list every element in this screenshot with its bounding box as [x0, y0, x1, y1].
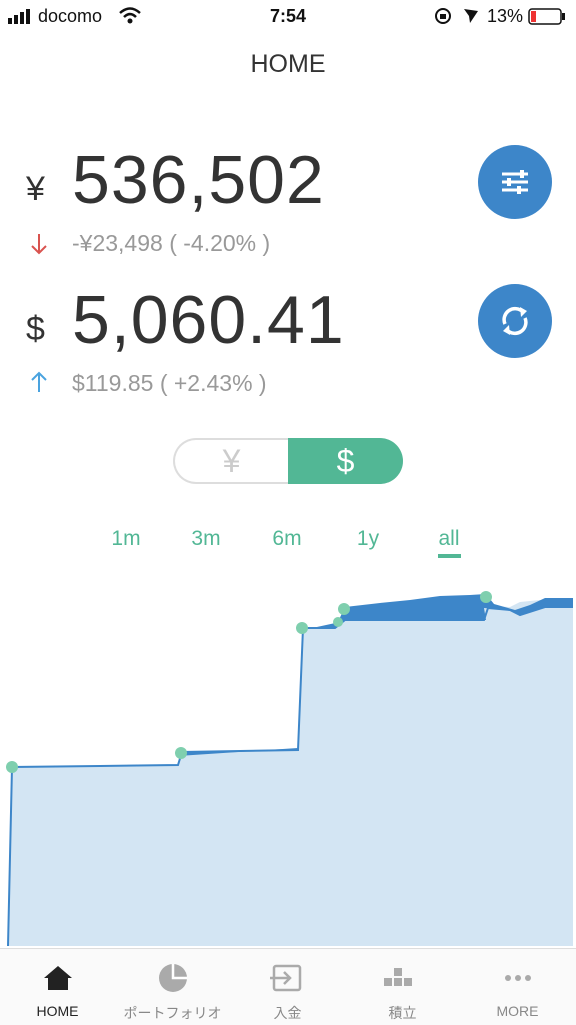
tab-savings[interactable]: 積立 [388, 1005, 417, 1021]
period-underline [438, 554, 461, 558]
balance-change: -¥23,498 ( -4.20% ) [72, 230, 271, 256]
balance-amount: 536,502 [72, 142, 325, 218]
chart-markers [6, 591, 492, 773]
chart-band [303, 594, 573, 630]
tab-icons [44, 964, 531, 992]
settings-icon [502, 170, 528, 194]
tab-portfolio[interactable]: ポートフォリオ [123, 1005, 222, 1021]
period-tab[interactable]: all [438, 527, 460, 550]
refresh-icon [502, 306, 528, 336]
up-arrow [31, 371, 47, 392]
period-tab[interactable]: 1m [111, 527, 141, 550]
tab-bar [0, 948, 576, 1025]
currency-symbol: $ [26, 310, 45, 348]
carrier: docomo [38, 6, 103, 26]
signal-icon [8, 9, 30, 24]
battery-percent: 13% [487, 6, 524, 26]
period-tab[interactable]: 6m [272, 527, 302, 550]
currency-toggle-yen[interactable]: ¥ [173, 438, 288, 484]
chart-band [178, 748, 298, 756]
tab-deposit[interactable]: 入金 [273, 1005, 302, 1021]
header-title: HOME [250, 50, 326, 78]
refresh-button[interactable] [478, 284, 552, 358]
currency-toggle-dollar[interactable]: $ [288, 438, 403, 484]
balance-amount: 5,060.41 [72, 282, 345, 358]
tab-home[interactable]: HOME [36, 1003, 79, 1019]
down-arrow [31, 234, 47, 255]
tab-more[interactable]: MORE [496, 1003, 539, 1019]
portfolio-chart [6, 591, 573, 947]
settings-button[interactable] [478, 145, 552, 219]
battery-icon [528, 8, 565, 25]
clock: 7:54 [269, 6, 307, 26]
chart-area [8, 597, 573, 946]
status-icons [435, 8, 478, 24]
currency-symbol: ¥ [26, 170, 45, 208]
period-tab[interactable]: 1y [356, 527, 380, 550]
chart-line [7, 606, 573, 947]
balance-change: $119.85 ( +2.43% ) [72, 370, 267, 396]
wifi-icon [119, 7, 141, 24]
period-tab[interactable]: 3m [191, 527, 221, 550]
